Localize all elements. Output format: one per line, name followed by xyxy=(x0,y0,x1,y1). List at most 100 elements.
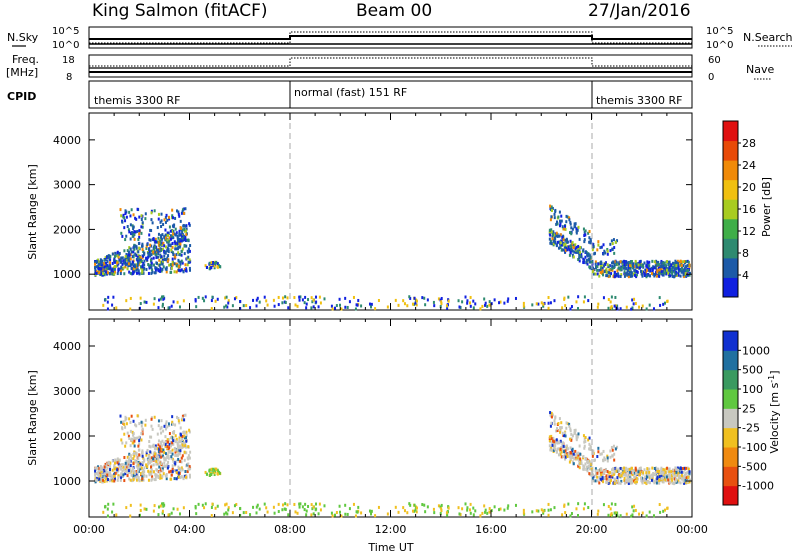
echo-cell xyxy=(152,509,155,513)
echo-cell xyxy=(164,422,167,426)
echo-cell xyxy=(109,467,112,471)
echo-cell xyxy=(522,304,525,308)
echo-cell xyxy=(621,261,624,265)
echo-cell xyxy=(535,509,538,513)
echo-cell xyxy=(575,230,578,234)
echo-cell xyxy=(582,257,585,261)
echo-cell xyxy=(179,469,182,473)
colorbar-tick-label: -1000 xyxy=(742,480,774,493)
echo-cell xyxy=(104,462,107,466)
echo-cell xyxy=(239,506,242,510)
echo-cell xyxy=(552,439,555,443)
echo-cell xyxy=(174,462,177,466)
echo-cell xyxy=(150,258,153,262)
echo-cell xyxy=(333,306,336,310)
echo-cell xyxy=(164,443,167,447)
echo-cell xyxy=(129,252,132,256)
echo-cell xyxy=(486,511,489,515)
echo-cell xyxy=(677,478,680,482)
echo-cell xyxy=(577,432,580,436)
echo-cell xyxy=(411,509,414,513)
echo-cell xyxy=(661,261,664,265)
echo-cell xyxy=(129,271,132,275)
echo-cell xyxy=(184,237,187,241)
echo-cell xyxy=(183,418,186,422)
echo-cell xyxy=(635,275,638,279)
echo-cell xyxy=(602,449,605,453)
echo-cell xyxy=(310,503,313,507)
echo-cell xyxy=(109,266,112,270)
echo-cell xyxy=(652,472,655,476)
echo-cell xyxy=(602,252,605,256)
echo-cell xyxy=(100,259,103,263)
echo-cell xyxy=(440,296,443,300)
echo-cell xyxy=(181,210,184,214)
echo-cell xyxy=(652,265,655,269)
echo-cell xyxy=(415,506,418,510)
echo-cell xyxy=(161,260,164,264)
echo-cell xyxy=(578,462,581,466)
echo-cell xyxy=(639,476,642,480)
echo-cell xyxy=(94,472,97,476)
echo-cell xyxy=(121,256,124,260)
echo-cell xyxy=(128,230,131,234)
echo-cell xyxy=(136,466,139,470)
echo-cell xyxy=(100,263,103,267)
echo-cell xyxy=(590,473,593,477)
echo-cell xyxy=(556,447,559,451)
echo-cell xyxy=(124,263,127,267)
echo-cell xyxy=(548,435,551,439)
echo-cell xyxy=(648,470,651,474)
echo-cell xyxy=(568,218,571,222)
echo-cell xyxy=(357,505,360,509)
echo-cell xyxy=(176,507,179,511)
echo-cell xyxy=(171,415,174,419)
echo-cell xyxy=(140,214,143,218)
echo-cell xyxy=(94,261,97,265)
echo-cell xyxy=(111,459,114,463)
echo-cell xyxy=(570,512,573,516)
echo-cell xyxy=(567,295,570,299)
echo-cell xyxy=(125,441,128,445)
echo-cell xyxy=(129,454,132,458)
echo-cell xyxy=(623,476,626,480)
echo-cell xyxy=(126,267,129,271)
echo-cell xyxy=(104,477,107,481)
echo-cell xyxy=(377,505,380,509)
echo-cell xyxy=(186,249,189,253)
echo-cell xyxy=(179,226,182,230)
echo-cell xyxy=(566,240,569,244)
nave-label: Nave xyxy=(746,63,774,76)
echo-cell xyxy=(579,250,582,254)
echo-cell xyxy=(472,513,475,517)
echo-cell xyxy=(140,225,143,229)
echo-cell xyxy=(157,458,160,462)
echo-cell xyxy=(630,271,633,275)
echo-cell xyxy=(370,512,373,516)
echo-cell xyxy=(608,475,611,479)
echo-cell xyxy=(156,462,159,466)
echo-cell xyxy=(597,450,600,454)
echo-cell xyxy=(134,437,137,441)
echo-cell xyxy=(143,263,146,267)
echo-cell xyxy=(643,273,646,277)
echo-cell xyxy=(560,446,563,450)
echo-cell xyxy=(129,296,132,300)
echo-cell xyxy=(597,243,600,247)
colorbar-swatch xyxy=(723,485,738,506)
echo-cell xyxy=(606,469,609,473)
echo-cell xyxy=(150,211,153,215)
echo-cell xyxy=(588,240,591,244)
echo-cell xyxy=(668,474,671,478)
echo-cell xyxy=(208,267,211,271)
echo-cell xyxy=(568,437,571,441)
echo-cell xyxy=(577,502,580,506)
echo-cell xyxy=(432,507,435,511)
echo-cell xyxy=(592,246,595,250)
echo-cell xyxy=(550,205,553,209)
echo-cell xyxy=(108,479,111,483)
echo-cell xyxy=(161,509,164,513)
echo-cell xyxy=(619,274,622,278)
echo-cell xyxy=(116,250,119,254)
echo-cell xyxy=(592,473,595,477)
